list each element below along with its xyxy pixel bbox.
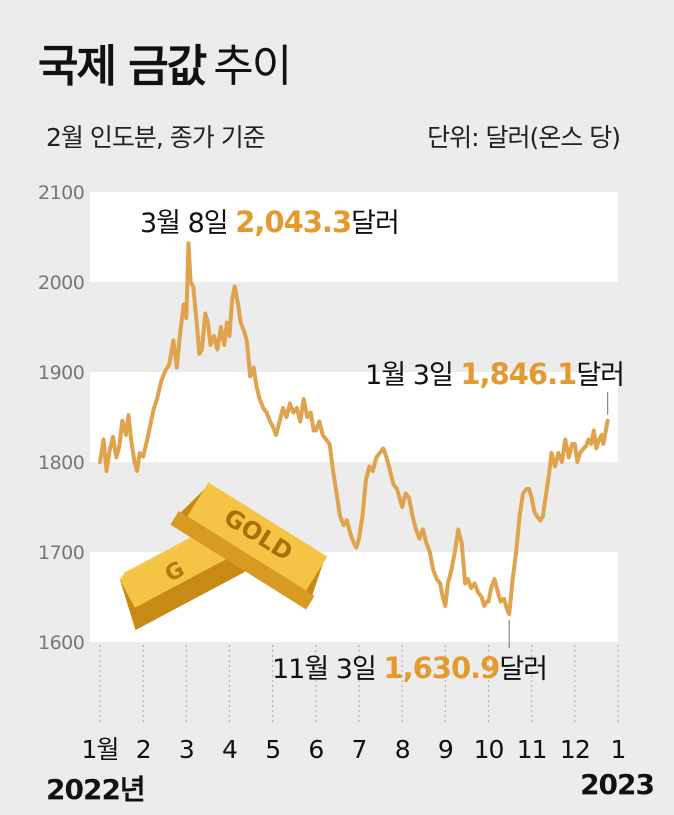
year-start-label: 2022년 (46, 773, 146, 806)
subtitle-basis: 2월 인도분, 종가 기준 (46, 123, 266, 152)
annotation-value: 2,043.3 (235, 205, 351, 239)
price-series-line (98, 241, 610, 617)
annotation-unit: 달러 (576, 360, 624, 391)
annotation-date: 11월 3일 (272, 654, 383, 685)
annotation-value: 1,630.9 (383, 651, 499, 685)
x-axis-ticks: 1월 2 3 4 5 6 7 8 9 10 11 12 1 (82, 735, 627, 764)
y-tick-label: 1800 (38, 452, 84, 474)
grid-band (90, 372, 618, 462)
y-tick-label: 2100 (38, 182, 84, 204)
year-end-label: 2023 (580, 768, 655, 801)
y-tick-label: 1700 (38, 542, 84, 564)
x-tick-label: 7 (352, 735, 367, 764)
x-tick-label: 4 (222, 735, 237, 764)
annotation-leaders (508, 392, 609, 648)
gold-bars-icon: G GOLD (119, 482, 328, 631)
x-tick-label: 1 (611, 735, 626, 764)
x-tick-label: 10 (474, 735, 504, 764)
title-light: 추이 (213, 41, 292, 92)
x-tick-label: 11 (517, 735, 547, 764)
annotation-unit: 달러 (499, 654, 547, 685)
x-tick-label: 6 (308, 735, 323, 764)
x-tick-label: 3 (179, 735, 194, 764)
annotation-unit: 달러 (351, 208, 399, 239)
y-tick-label: 2000 (38, 272, 84, 294)
y-tick-label: 1900 (38, 362, 84, 384)
page-title: 국제 금값 추이 (38, 30, 292, 94)
annotation-label: 3월 8일 2,043.3달러 (140, 205, 399, 239)
x-tick-label: 2 (136, 735, 151, 764)
x-tick-label: 12 (560, 735, 590, 764)
subtitle-unit: 단위: 달러(온스 당) (427, 123, 621, 152)
title-bold: 국제 금값 (38, 41, 207, 92)
annotation-label: 11월 3일 1,630.9달러 (272, 651, 547, 685)
x-tick-label: 5 (265, 735, 280, 764)
y-tick-label: 1600 (38, 632, 84, 654)
annotation-date: 3월 8일 (140, 208, 235, 239)
x-tick-label: 9 (438, 735, 453, 764)
x-tick-label: 1월 (82, 735, 119, 764)
annotation-value: 1,846.1 (460, 357, 576, 391)
annotation-date: 1월 3일 (365, 360, 460, 391)
price-line (98, 241, 610, 617)
grid-band (90, 192, 618, 282)
x-tick-label: 8 (395, 735, 410, 764)
annotation-label: 1월 3일 1,846.1달러 (365, 357, 624, 391)
y-axis-ticks: 2100 2000 1900 1800 1700 1600 (38, 182, 85, 654)
